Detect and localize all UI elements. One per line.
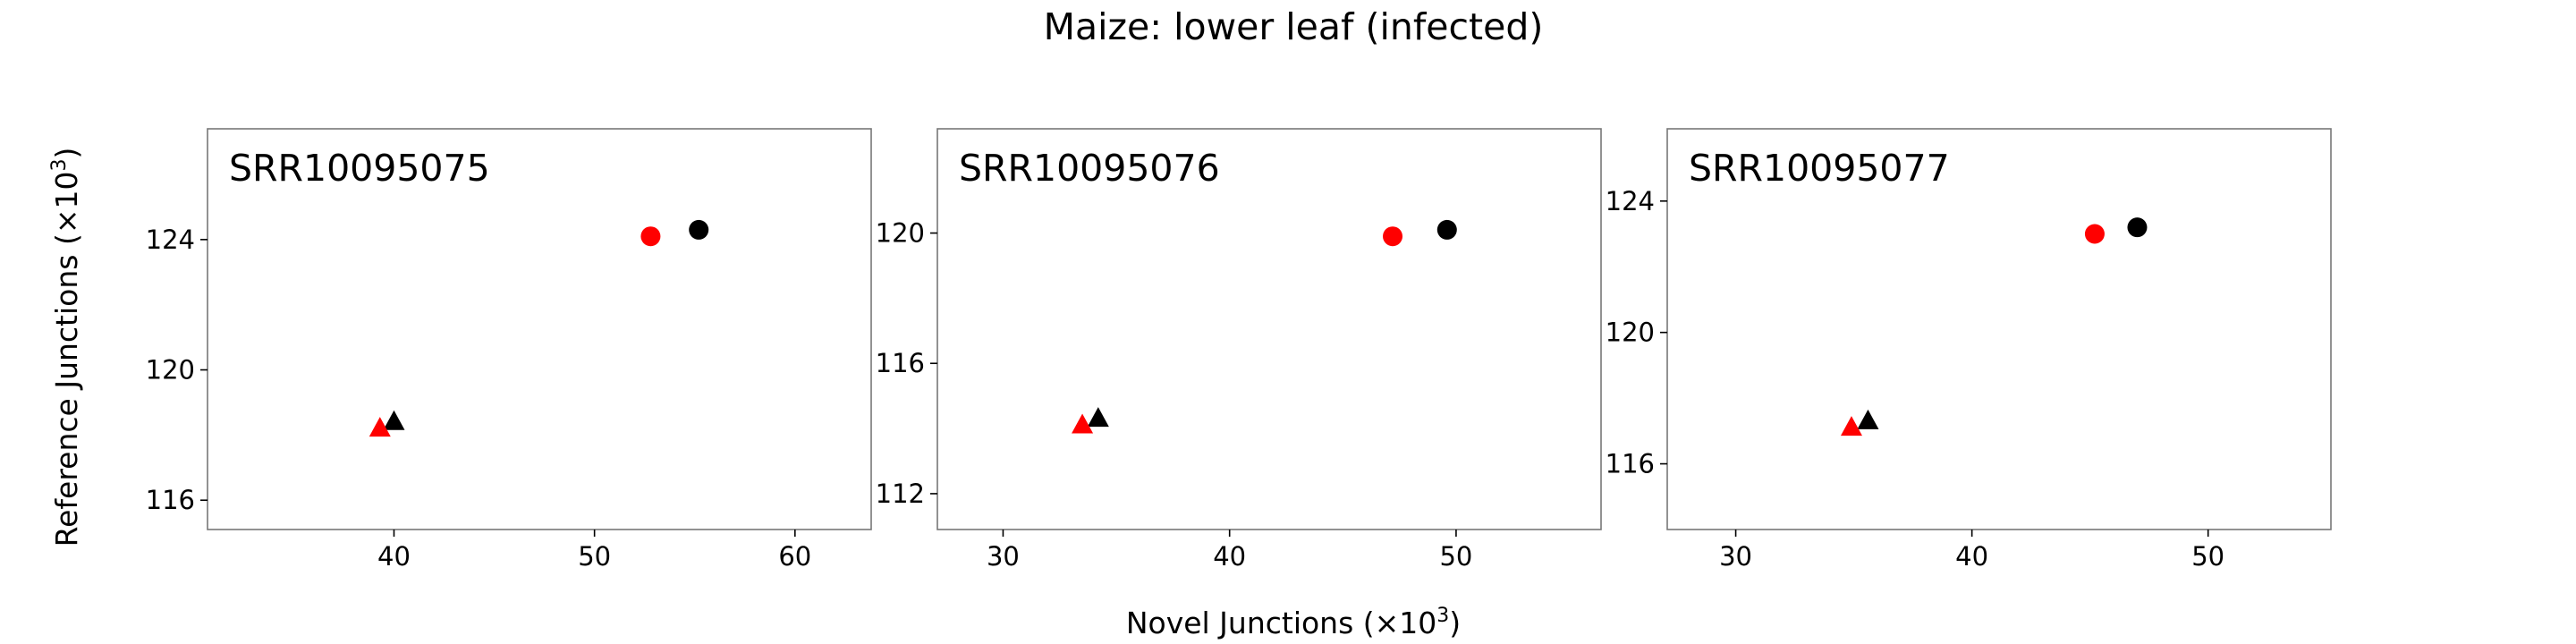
chart-panel-3: 30 40 50 116 120 124 SRR10095077	[1606, 128, 2332, 572]
figure-title: Maize: lower leaf (infected)	[1044, 5, 1544, 48]
x-tick-label: 30	[987, 541, 1020, 572]
x-axis-label: Novel Junctions (×103)	[1126, 605, 1461, 640]
y-axis-label-text: Reference Junctions (×10	[49, 172, 84, 547]
y-axis-label: Reference Junctions (×103)	[48, 148, 84, 547]
data-point-triangle	[1072, 413, 1094, 434]
data-point-circle	[1436, 219, 1457, 240]
data-point-circle	[640, 226, 661, 247]
plot-frame	[207, 128, 872, 530]
x-tick-label: 40	[1213, 541, 1246, 572]
chart-panel-2: 30 40 50 112 116 120 SRR10095076	[876, 128, 1602, 572]
x-axis-label-text: Novel Junctions (×10	[1126, 606, 1436, 640]
data-point-circle	[2127, 217, 2148, 238]
x-tick-label: 50	[2191, 541, 2224, 572]
y-tick-label: 116	[876, 348, 925, 378]
y-tick-label: 120	[1606, 318, 1655, 348]
chart-panel-1: 40 50 60 116 120 124 SRR10095075	[146, 128, 872, 572]
y-tick-label: 116	[146, 485, 195, 515]
data-point-triangle	[383, 410, 405, 430]
panel-title: SRR10095075	[229, 147, 490, 190]
y-tick-label: 124	[146, 225, 195, 255]
x-tick-label: 40	[377, 541, 411, 572]
chart-panels: 40 50 60 116 120 124 SRR10095075 30 40 50 112 116 12…	[146, 128, 2332, 572]
data-point-circle	[2084, 224, 2105, 244]
y-axis-label-exponent: 3	[48, 159, 71, 172]
x-axis-label-exponent: 3	[1436, 605, 1449, 627]
y-tick-label: 120	[876, 218, 925, 249]
data-point-circle	[689, 219, 709, 240]
panel-title: SRR10095077	[1689, 147, 1950, 190]
x-tick-label: 60	[778, 541, 811, 572]
x-tick-label: 50	[578, 541, 611, 572]
plot-frame	[936, 128, 1602, 530]
panel-title: SRR10095076	[959, 147, 1220, 190]
x-tick-label: 50	[1439, 541, 1472, 572]
data-point-circle	[1383, 226, 1403, 247]
x-axis-label-close: )	[1449, 606, 1461, 640]
plot-frame	[1666, 128, 2332, 530]
y-axis-label-close: )	[49, 148, 84, 159]
data-point-triangle	[1857, 409, 1879, 429]
y-tick-label: 120	[146, 355, 195, 386]
y-tick-label: 116	[1606, 449, 1655, 479]
x-tick-label: 40	[1955, 541, 1988, 572]
y-tick-label: 112	[876, 479, 925, 509]
x-tick-label: 30	[1719, 541, 1752, 572]
data-point-triangle	[369, 417, 391, 437]
data-point-triangle	[1840, 416, 1862, 436]
data-point-triangle	[1087, 407, 1109, 428]
y-tick-label: 124	[1606, 186, 1655, 216]
